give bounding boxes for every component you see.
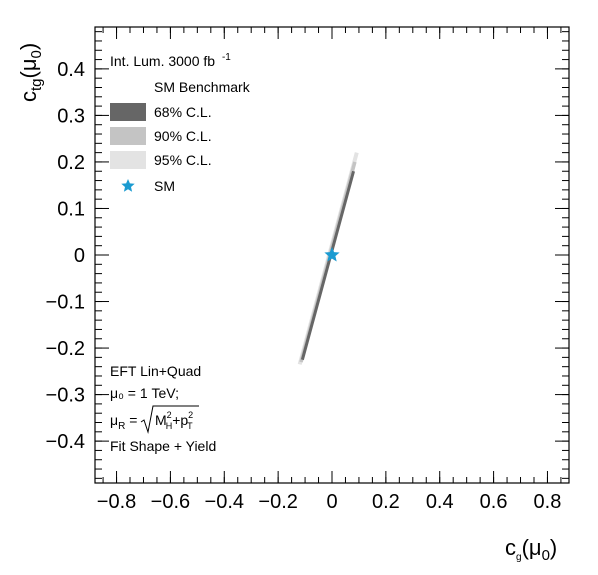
x-tick-label: −0.6: [151, 491, 190, 513]
luminosity-label: Int. Lum. 3000 fb -1: [110, 52, 231, 69]
y-tick-label: 0.4: [57, 59, 85, 81]
y-tick-label: 0.2: [57, 152, 85, 174]
annotation-line4: Fit Shape + Yield: [110, 438, 216, 454]
x-tick-label: 0.4: [426, 491, 454, 513]
legend-swatch-90: [110, 127, 146, 145]
y-tick-label: 0.1: [57, 198, 85, 220]
annotation-line3: μR =: [110, 412, 137, 432]
annotation-block: EFT Lin+Quad μ₀ = 1 TeV; μR = M2 H+p2 T Fi…: [110, 363, 216, 454]
sqrt-sign: [140, 405, 199, 434]
y-tick-label: 0.3: [57, 105, 85, 127]
y-tick-label: −0.3: [46, 385, 85, 407]
sm-point-star: [324, 247, 340, 262]
annotation-line3-radicand: M2 H+p2 T: [155, 410, 193, 431]
y-tick-label: −0.1: [46, 292, 85, 314]
x-tick-label: −0.2: [258, 491, 297, 513]
legend-label-90: 90% C.L.: [154, 128, 212, 144]
x-tick-label: −0.8: [97, 491, 136, 513]
legend-label-95: 95% C.L.: [154, 152, 212, 168]
legend-swatch-68: [110, 103, 146, 121]
legend: SM Benchmark 68% C.L. 90% C.L. 95% C.L. …: [110, 79, 251, 194]
y-axis-title: ctg(μ0): [16, 43, 45, 102]
x-axis-title: cg(μ0): [505, 535, 557, 564]
y-tick-label: −0.4: [46, 431, 85, 453]
y-tick-label: −0.2: [46, 338, 85, 360]
contour-band-68: [300, 170, 355, 361]
y-tick-labels: −0.4 −0.3 −0.2 −0.1 0 0.1 0.2 0.3 0.4: [46, 59, 85, 453]
x-tick-label: 0.2: [372, 491, 400, 513]
x-tick-label: 0: [326, 491, 337, 513]
legend-label-68: 68% C.L.: [154, 104, 212, 120]
x-tick-label: 0.6: [480, 491, 508, 513]
legend-swatch-95: [110, 151, 146, 169]
legend-label-sm: SM: [154, 178, 175, 194]
x-tick-label: −0.4: [205, 491, 244, 513]
axis-ticks: [95, 27, 569, 483]
x-tick-labels: −0.8 −0.6 −0.4 −0.2 0 0.2 0.4 0.6 0.8: [97, 491, 562, 513]
y-tick-label: 0: [74, 245, 85, 267]
annotation-line2: μ₀ = 1 TeV;: [110, 385, 179, 401]
x-tick-label: 0.8: [534, 491, 562, 513]
legend-sm-star-icon: [121, 179, 135, 192]
legend-title: SM Benchmark: [154, 79, 251, 95]
annotation-line1: EFT Lin+Quad: [110, 363, 201, 379]
